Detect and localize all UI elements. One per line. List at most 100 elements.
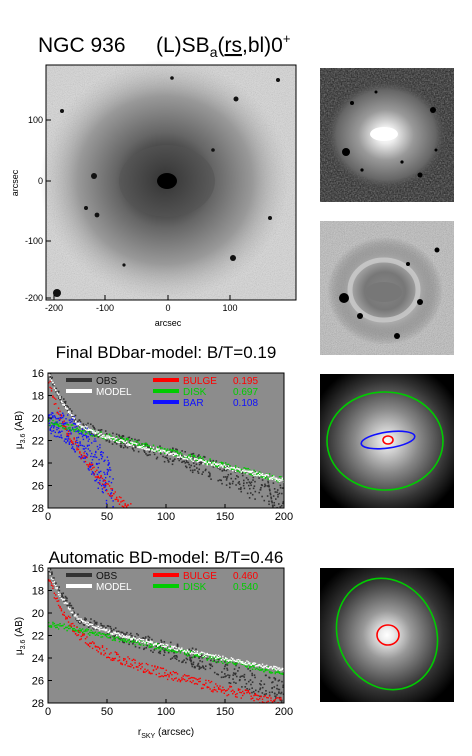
legend-label: DISK (183, 387, 207, 398)
bar-point (76, 439, 78, 442)
bulge-point (111, 657, 114, 660)
disk-point (100, 636, 102, 638)
model-point (60, 401, 63, 403)
obs-point (128, 643, 130, 646)
model-point (196, 652, 199, 654)
bar-point (104, 486, 106, 488)
obs-point (159, 650, 162, 652)
obs-point (115, 433, 118, 436)
obs-point (206, 657, 208, 660)
bulge-point (147, 663, 149, 666)
disk-point (104, 634, 107, 637)
obs-point (269, 492, 272, 495)
bar-point (107, 464, 109, 466)
obs-point (223, 667, 226, 670)
model-point (80, 425, 82, 427)
bulge-point (66, 432, 68, 435)
model-point (149, 640, 152, 642)
model-point (59, 396, 61, 398)
obs-point (230, 477, 233, 480)
bulge-point (241, 690, 244, 693)
disk-point (103, 437, 105, 440)
obs-point (51, 376, 53, 379)
obs-point (234, 673, 237, 676)
bulge-point (215, 683, 217, 685)
bar-point (64, 438, 66, 440)
obs-point (278, 692, 280, 694)
disk-point (195, 459, 197, 461)
disk-point (69, 426, 71, 429)
model-point (117, 632, 119, 634)
model-point (174, 645, 176, 648)
obs-point (281, 699, 283, 702)
obs-point (194, 469, 196, 471)
obs-point (190, 662, 193, 665)
bulge-point (233, 691, 235, 693)
bulge-point (120, 663, 122, 665)
bar-point (50, 418, 52, 420)
bulge-point (53, 403, 56, 405)
obs-point (176, 448, 178, 451)
model-point (120, 438, 122, 441)
bulge-point (84, 642, 87, 644)
obs-point (259, 687, 262, 690)
obs-point (189, 469, 192, 472)
disk-point (226, 662, 228, 665)
obs-point (212, 459, 215, 462)
obs-point (169, 658, 172, 660)
bulge-point (250, 695, 252, 697)
obs-point (120, 631, 123, 634)
disk-point (67, 625, 70, 627)
disk-point (275, 671, 278, 673)
obs-point (114, 634, 117, 637)
obs-point (112, 432, 114, 435)
bar-point (109, 493, 112, 495)
disk-point (48, 418, 50, 421)
disk-point (77, 429, 80, 431)
bar-point (106, 456, 109, 458)
bulge-point (161, 675, 163, 677)
model-point (185, 651, 187, 654)
obs-point (191, 665, 194, 668)
model-point (186, 649, 189, 651)
disk-point (79, 627, 81, 630)
disk-point (158, 449, 160, 451)
bulge-point (101, 483, 104, 485)
bar-point (48, 419, 51, 422)
bar-point (97, 481, 99, 484)
model-point (73, 418, 75, 420)
disk-point (234, 466, 237, 469)
bar-point (62, 414, 65, 416)
model-point (74, 614, 77, 616)
obs-point (159, 652, 161, 655)
model-point (69, 609, 71, 611)
bulge-point (87, 466, 90, 468)
bulge-point (210, 690, 213, 692)
bar-point (109, 475, 111, 478)
obs-point (124, 444, 126, 447)
bar-point (80, 432, 82, 435)
obs-point (259, 695, 261, 698)
obs-point (85, 424, 87, 426)
bar-point (110, 492, 113, 494)
model-point (202, 655, 204, 658)
model-point (203, 652, 206, 654)
obs-point (96, 434, 98, 436)
model-point (208, 461, 210, 464)
model-point (130, 639, 132, 641)
model-point (63, 602, 65, 604)
obs-point (187, 461, 190, 464)
disk-point (200, 458, 203, 460)
model-point (273, 477, 275, 479)
model-point (110, 633, 112, 635)
bulge-point (127, 665, 129, 667)
obs-point (74, 414, 77, 417)
obs-point (219, 468, 221, 471)
disk-point (110, 435, 112, 437)
disk-point (164, 648, 166, 650)
obs-point (203, 456, 206, 458)
disk-point (213, 463, 216, 466)
model-point (120, 635, 122, 638)
model-point (110, 436, 112, 439)
model-point (176, 649, 179, 651)
